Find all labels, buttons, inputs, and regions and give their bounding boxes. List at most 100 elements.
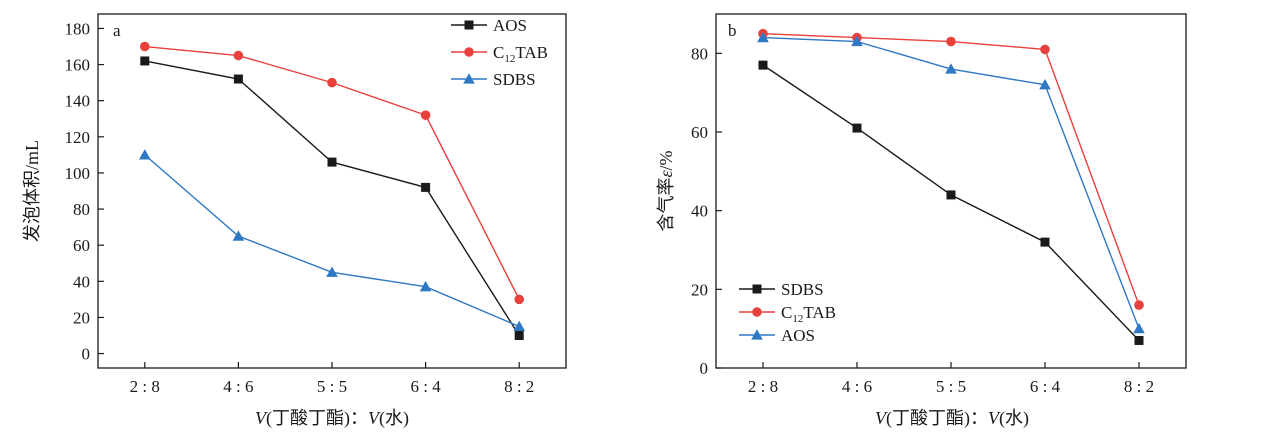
x-title-text-2: (水) <box>379 408 409 429</box>
data-point <box>513 320 525 332</box>
data-point <box>139 149 151 160</box>
data-point <box>327 77 337 88</box>
x-title-text-1: (丁酸丁酯)： <box>886 408 988 429</box>
x-title-var-1: V <box>875 408 888 428</box>
data-point <box>420 110 431 120</box>
series-line <box>144 154 520 328</box>
legend-item: C12TAB <box>739 303 836 325</box>
legend-label: C12TAB <box>781 303 836 325</box>
panel-a-plot-frame <box>97 13 567 369</box>
data-point <box>851 35 863 47</box>
x-title-text-2: (水) <box>999 408 1029 429</box>
series-sdbs <box>758 60 1144 345</box>
x-tick-label: 8 : 2 <box>504 377 534 396</box>
y-tick-label: 80 <box>691 44 708 63</box>
panel-b-x-axis-title: V(丁酸丁酯)：V(水) <box>875 408 1029 429</box>
legend-marker <box>751 329 763 340</box>
legend-label: SDBS <box>493 70 536 89</box>
panel-a: a 0 20 40 60 80 100 120 140 160 180 2 : 8 4 : 6 5 :… <box>22 13 567 429</box>
y-tick-label: 0 <box>700 359 709 378</box>
series-aos <box>757 31 1145 334</box>
x-title-text-1: (丁酸丁酯)： <box>266 408 368 429</box>
x-tick-label: 2 : 8 <box>748 377 778 396</box>
x-title-var-2: V <box>368 408 381 428</box>
data-point <box>421 182 431 192</box>
y-tick-label: 180 <box>65 19 91 38</box>
data-point <box>233 74 243 84</box>
data-point <box>140 56 150 66</box>
legend-marker <box>464 20 474 30</box>
data-point <box>1040 44 1050 55</box>
legend-label: SDBS <box>781 280 824 299</box>
data-point <box>140 41 150 52</box>
data-point <box>514 330 524 340</box>
series-line <box>762 64 1140 341</box>
y-tick-label: 120 <box>65 128 91 147</box>
data-point <box>419 280 432 292</box>
series-line <box>144 60 520 336</box>
data-point <box>326 266 338 277</box>
y-tick-label: 160 <box>65 56 91 75</box>
data-point <box>327 157 337 167</box>
data-point <box>233 50 244 61</box>
data-point <box>758 60 768 70</box>
data-point <box>1039 79 1051 90</box>
x-tick-label: 5 : 5 <box>936 377 966 396</box>
series-line <box>762 32 1140 306</box>
data-point <box>232 230 245 241</box>
x-tick-label: 4 : 6 <box>223 377 253 396</box>
x-tick-label: 2 : 8 <box>130 377 160 396</box>
legend-label: AOS <box>781 326 815 345</box>
y-tick-label: 20 <box>691 280 708 299</box>
x-tick-label: 4 : 6 <box>842 377 872 396</box>
data-point <box>757 31 769 43</box>
panel-a-y-axis: 0 20 40 60 80 100 120 140 160 180 <box>65 19 104 364</box>
legend-marker <box>752 307 762 317</box>
legend-item: AOS <box>739 326 815 345</box>
y-tick-label: 40 <box>73 272 90 291</box>
panel-a-series <box>139 41 525 340</box>
data-point <box>1040 237 1050 247</box>
x-tick-label: 8 : 2 <box>1124 377 1154 396</box>
panel-a-x-axis: 2 : 8 4 : 6 5 : 5 6 : 4 8 : 2 <box>130 362 534 396</box>
legend-item: C12TAB <box>451 43 548 65</box>
y-tick-label: 80 <box>73 200 90 219</box>
series-aos <box>140 56 524 340</box>
legend-marker <box>464 47 474 57</box>
y-title-var: ε <box>656 170 676 178</box>
x-title-var-2: V <box>988 408 1001 428</box>
series-c12tab <box>140 41 524 305</box>
panel-a-y-axis-title: 发泡体积/mL <box>22 140 42 242</box>
panel-b-y-axis-title: 含气率ε/% <box>656 150 676 231</box>
data-point <box>945 63 957 74</box>
y-tick-label: 60 <box>691 123 708 142</box>
panel-a-label: a <box>113 21 121 40</box>
legend-item: AOS <box>451 16 527 35</box>
panel-b-series <box>757 28 1145 345</box>
data-point <box>946 36 956 47</box>
y-tick-label: 20 <box>73 308 90 327</box>
y-tick-label: 60 <box>73 236 90 255</box>
legend-marker <box>463 73 475 84</box>
y-title-pre: 含气率 <box>656 178 676 232</box>
x-title-var-1: V <box>255 408 268 428</box>
legend-item: SDBS <box>451 70 536 89</box>
data-point <box>1134 300 1144 310</box>
panel-a-legend: AOS C12TAB SDBS <box>451 16 548 89</box>
data-point <box>1133 322 1145 334</box>
panel-b-label: b <box>728 21 737 40</box>
data-point <box>1134 335 1144 345</box>
legend-label: AOS <box>493 16 527 35</box>
series-sdbs <box>139 149 525 332</box>
panel-b-x-axis: 2 : 8 4 : 6 5 : 5 6 : 4 8 : 2 <box>748 362 1154 396</box>
legend-marker <box>752 284 762 294</box>
legend-label: C12TAB <box>493 43 548 65</box>
panel-b-y-axis: 0 20 40 60 80 <box>691 44 722 378</box>
legend-item: SDBS <box>739 280 824 299</box>
y-tick-label: 0 <box>82 345 91 364</box>
y-tick-label: 140 <box>65 92 91 111</box>
panel-b: b 0 20 40 60 80 2 : 8 4 : 6 5 : 5 6 : 4 8 : 2 SD… <box>656 13 1187 429</box>
x-tick-label: 6 : 4 <box>1030 377 1061 396</box>
